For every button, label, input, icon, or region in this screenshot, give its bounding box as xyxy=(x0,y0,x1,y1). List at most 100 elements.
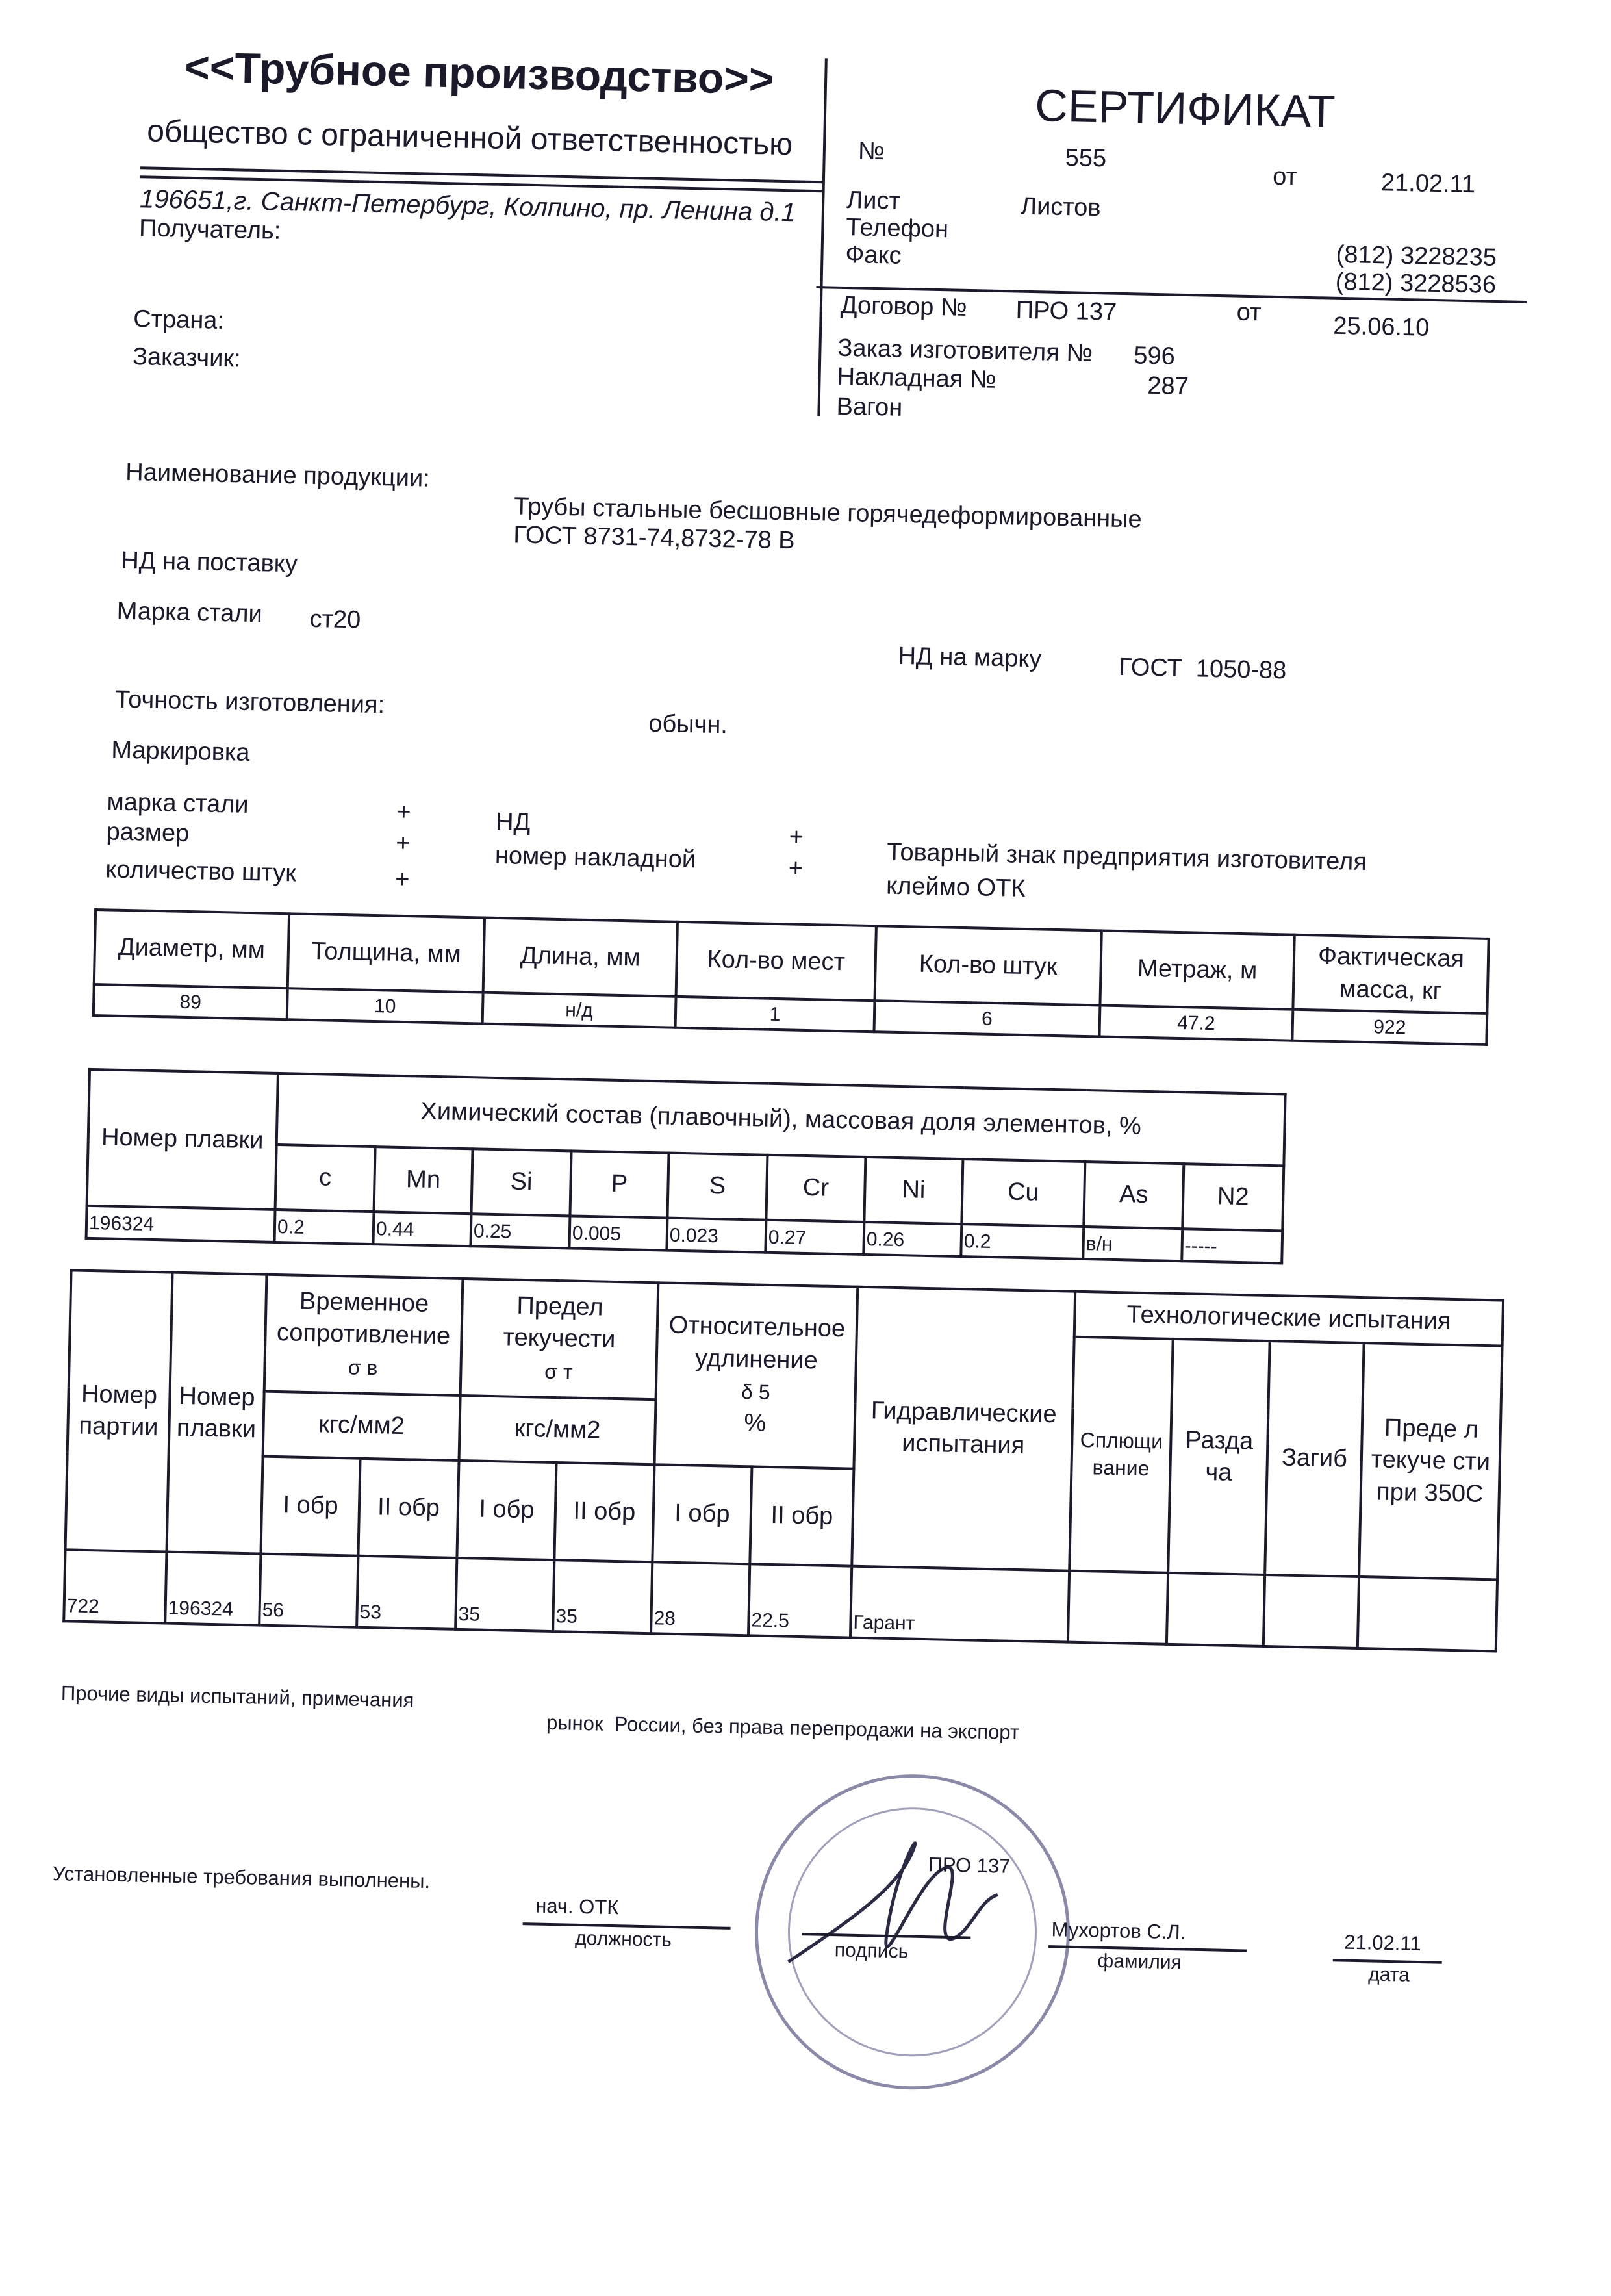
nd-grade: ГОСТ 1050-88 xyxy=(1118,653,1287,685)
fax-value: (812) 3228536 xyxy=(1335,268,1497,299)
header-element: Cu xyxy=(961,1159,1085,1227)
header-element: N2 xyxy=(1182,1164,1284,1231)
yield-symbol: σ т xyxy=(544,1359,573,1384)
cell-value: 0.2 xyxy=(961,1224,1084,1259)
cell-places: 1 xyxy=(675,996,875,1032)
chemistry-table: Номер плавки Химический состав (плавочны… xyxy=(85,1068,1287,1265)
header-batch-number: Номер партии xyxy=(65,1270,173,1552)
country-label: Страна: xyxy=(133,305,225,335)
signer-name: Мухортов С.Л. xyxy=(1051,1918,1186,1944)
cell-value: 0.023 xyxy=(666,1218,767,1253)
position-caption: должность xyxy=(574,1927,672,1951)
cell-bend xyxy=(1263,1574,1360,1648)
date-line xyxy=(1332,1959,1442,1964)
header-thickness: Толщина, мм xyxy=(287,913,485,993)
tensile-unit: кгс/мм2 xyxy=(262,1391,461,1461)
waybill-label: Накладная № xyxy=(837,363,997,394)
certificate-number: 555 xyxy=(1065,144,1107,173)
otk-stamp xyxy=(754,1774,1070,2090)
elongation-symbol: δ 5 xyxy=(741,1380,770,1404)
accuracy-value: обычн. xyxy=(648,709,728,739)
cell-yield-350 xyxy=(1357,1576,1498,1652)
header-element: As xyxy=(1084,1162,1184,1229)
cell-tensile-1: 56 xyxy=(259,1553,359,1627)
header-sample-2: II обр xyxy=(554,1462,655,1563)
product-name-label: Наименование продукции: xyxy=(125,458,431,492)
cell-batch: 722 xyxy=(64,1550,167,1624)
steel-grade: ст20 xyxy=(309,605,361,634)
waybill-number: 287 xyxy=(1147,372,1189,401)
header-pieces: Кол-во штук xyxy=(874,926,1102,1006)
cell-heat: 196324 xyxy=(86,1205,275,1242)
yield-unit: кгс/мм2 xyxy=(459,1395,656,1465)
name-caption: фамилия xyxy=(1097,1950,1182,1974)
cell-flattening xyxy=(1067,1570,1169,1644)
stamp-note: ПРО 137 xyxy=(928,1853,1011,1878)
order-number: 596 xyxy=(1133,342,1176,370)
contract-date-label: от xyxy=(1236,298,1262,327)
nd-grade-label: НД на марку xyxy=(898,642,1042,673)
requirements-met: Установленные требования выполнены. xyxy=(52,1861,431,1893)
header-element: Cr xyxy=(766,1154,866,1222)
header-element: Mn xyxy=(374,1147,473,1214)
header-sample-1: I обр xyxy=(457,1460,557,1561)
date-label: от xyxy=(1272,162,1298,191)
otk-mark-label: клеймо ОТК xyxy=(885,872,1026,902)
cell-value: 0.27 xyxy=(765,1219,865,1255)
cell-thickness: 10 xyxy=(286,988,483,1024)
tensile-label: Временное сопротивление xyxy=(276,1287,451,1350)
cell-value: ----- xyxy=(1182,1229,1283,1264)
header-element: Ni xyxy=(864,1156,963,1225)
header-tensile: Временное сопротивление σ в xyxy=(264,1274,463,1396)
tensile-symbol: σ в xyxy=(348,1355,378,1379)
signature-caption: подпись xyxy=(834,1939,909,1963)
recipient-label: Получатель: xyxy=(138,214,281,245)
customer-label: Заказчик: xyxy=(132,343,242,373)
phone-label: Телефон xyxy=(845,214,949,244)
cell-pieces: 6 xyxy=(874,1001,1100,1037)
cell-yield-1: 35 xyxy=(455,1557,555,1632)
header-expansion: Разда ча xyxy=(1168,1338,1270,1575)
steel-grade-label: Марка стали xyxy=(116,597,263,628)
marking-item: марка стали xyxy=(107,788,249,819)
sheet-label: Лист xyxy=(846,186,901,215)
fax-label: Факс xyxy=(845,240,902,270)
cell-value: 0.25 xyxy=(470,1214,570,1249)
phone-value: (812) 3228235 xyxy=(1336,240,1497,272)
marking-mark: + xyxy=(395,829,411,858)
trademark-label: Товарный знак предприятия изготовителя xyxy=(886,838,1367,876)
dimensions-table: Диаметр, мм Толщина, мм Длина, мм Кол-во… xyxy=(92,908,1490,1046)
signer-position: нач. ОТК xyxy=(535,1894,619,1919)
signature-scribble xyxy=(787,1841,998,1963)
cell-elongation-2: 22.5 xyxy=(748,1564,852,1638)
yield-label: Предел текучести xyxy=(503,1292,616,1354)
header-diameter: Диаметр, мм xyxy=(94,910,290,989)
cell-mass: 922 xyxy=(1292,1009,1488,1045)
cell-value: 0.005 xyxy=(569,1216,668,1251)
certificate-title: СЕРТИФИКАТ xyxy=(1034,80,1336,137)
cell-yield-2: 35 xyxy=(553,1560,653,1634)
nd-supply-label: НД на поставку xyxy=(120,546,298,578)
accuracy-label: Точность изготовления: xyxy=(114,685,385,719)
date-caption: дата xyxy=(1367,1963,1410,1986)
elongation-unit: % xyxy=(743,1409,767,1438)
header-sample-1: I обр xyxy=(260,1456,361,1556)
cell-hydraulic: Гарант xyxy=(850,1566,1070,1642)
cell-elongation-1: 28 xyxy=(651,1562,750,1636)
marking-label: Маркировка xyxy=(110,736,250,767)
header-element: Si xyxy=(471,1149,572,1216)
contract-label: Договор № xyxy=(840,291,968,322)
header-places: Кол-во мест xyxy=(676,921,876,1001)
header-bend: Загиб xyxy=(1265,1341,1364,1577)
header-length: Длина, мм xyxy=(483,917,678,997)
mechanical-table: Номер партии Номер плавки Временное сопр… xyxy=(62,1269,1504,1652)
header-flattening: Сплющи вание xyxy=(1069,1336,1173,1573)
cell-tensile-2: 53 xyxy=(357,1555,457,1629)
header-sample-2: II обр xyxy=(750,1466,854,1566)
product-standard: ГОСТ 8731-74,8732-78 В xyxy=(513,521,796,555)
header-sample-1: I обр xyxy=(652,1464,752,1564)
sheets-label: Листов xyxy=(1020,192,1102,222)
cell-diameter: 89 xyxy=(93,984,288,1020)
cell-length: н/д xyxy=(482,992,676,1028)
